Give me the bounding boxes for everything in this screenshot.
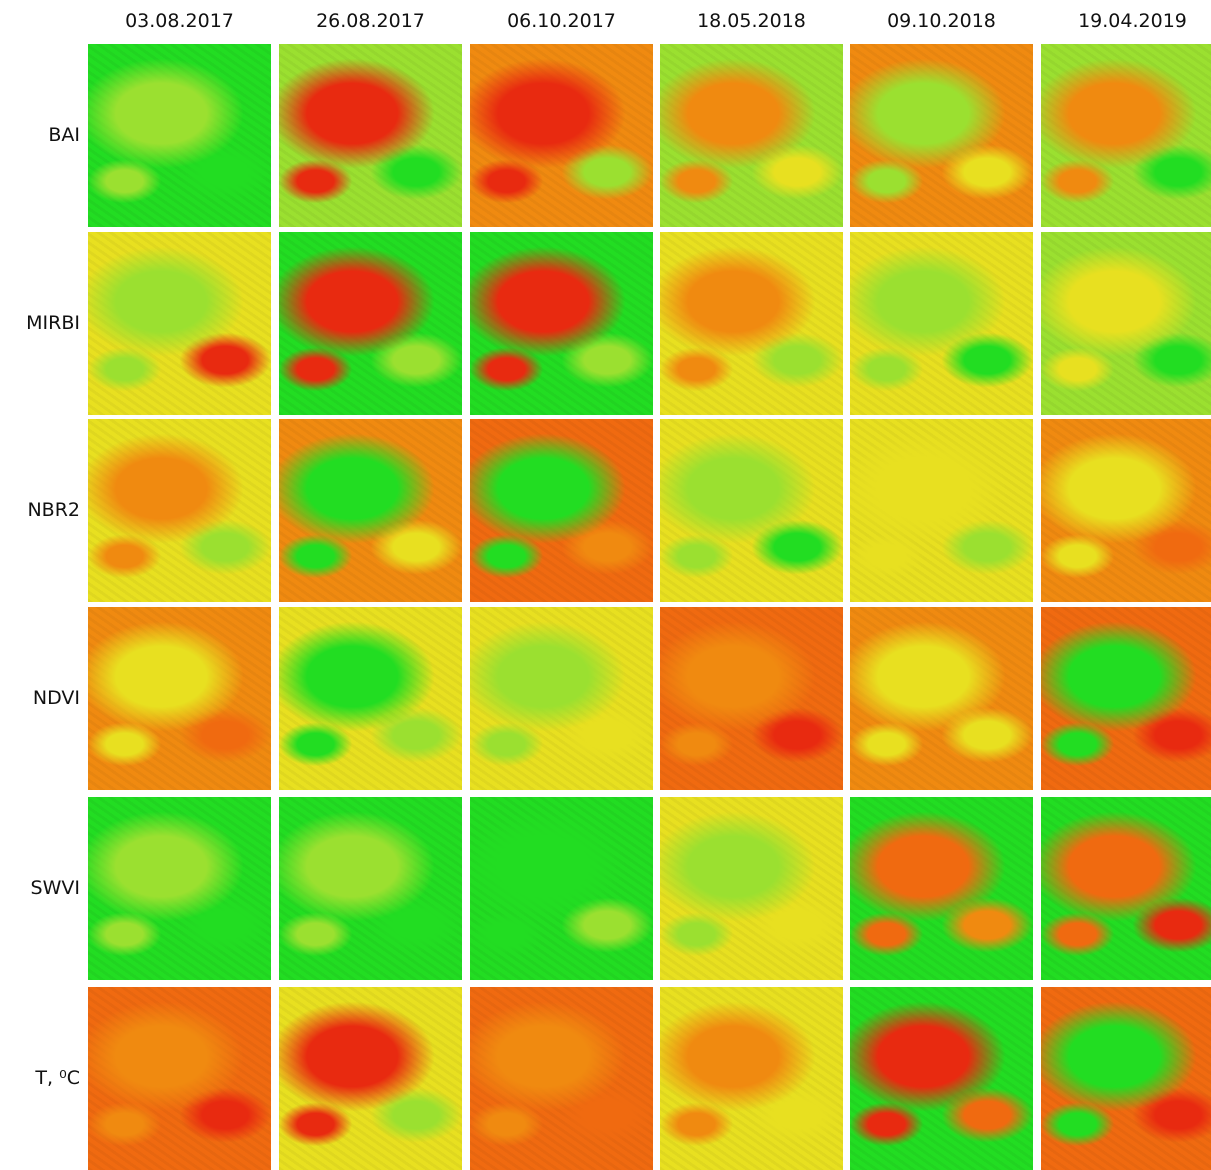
map-image bbox=[88, 44, 271, 227]
map-image bbox=[660, 797, 843, 980]
map-image bbox=[88, 797, 271, 980]
map-image bbox=[850, 987, 1033, 1170]
map-image bbox=[470, 607, 653, 790]
map-image bbox=[88, 607, 271, 790]
map-image bbox=[1041, 797, 1211, 980]
map-image bbox=[660, 607, 843, 790]
map-image bbox=[660, 232, 843, 415]
map-image bbox=[1041, 232, 1211, 415]
map-image bbox=[279, 797, 462, 980]
map-image bbox=[470, 797, 653, 980]
map-image bbox=[279, 419, 462, 602]
column-label: 03.08.2017 bbox=[125, 10, 234, 32]
column-label: 26.08.2017 bbox=[316, 10, 425, 32]
map-image bbox=[1041, 419, 1211, 602]
column-label: 18.05.2018 bbox=[697, 10, 806, 32]
map-image bbox=[279, 607, 462, 790]
row-label: MIRBI bbox=[26, 312, 80, 334]
map-image bbox=[1041, 607, 1211, 790]
map-image bbox=[660, 987, 843, 1170]
map-image bbox=[1041, 44, 1211, 227]
row-label: SWVI bbox=[30, 877, 80, 899]
row-label: BAI bbox=[48, 124, 80, 146]
map-image bbox=[279, 44, 462, 227]
map-image bbox=[88, 232, 271, 415]
map-image bbox=[279, 987, 462, 1170]
row-label: T, ⁰C bbox=[35, 1067, 80, 1089]
map-image bbox=[1041, 987, 1211, 1170]
column-label: 19.04.2019 bbox=[1078, 10, 1187, 32]
map-image bbox=[660, 44, 843, 227]
map-image bbox=[850, 607, 1033, 790]
column-label: 09.10.2018 bbox=[887, 10, 996, 32]
map-image bbox=[850, 232, 1033, 415]
map-image bbox=[470, 44, 653, 227]
row-label: NDVI bbox=[32, 687, 80, 709]
map-image bbox=[88, 419, 271, 602]
map-image bbox=[850, 419, 1033, 602]
row-label: NBR2 bbox=[27, 499, 80, 521]
map-image bbox=[660, 419, 843, 602]
map-image bbox=[850, 797, 1033, 980]
map-image bbox=[470, 987, 653, 1170]
map-image bbox=[850, 44, 1033, 227]
map-image bbox=[470, 419, 653, 602]
map-image bbox=[88, 987, 271, 1170]
map-image bbox=[470, 232, 653, 415]
map-image bbox=[279, 232, 462, 415]
column-label: 06.10.2017 bbox=[507, 10, 616, 32]
